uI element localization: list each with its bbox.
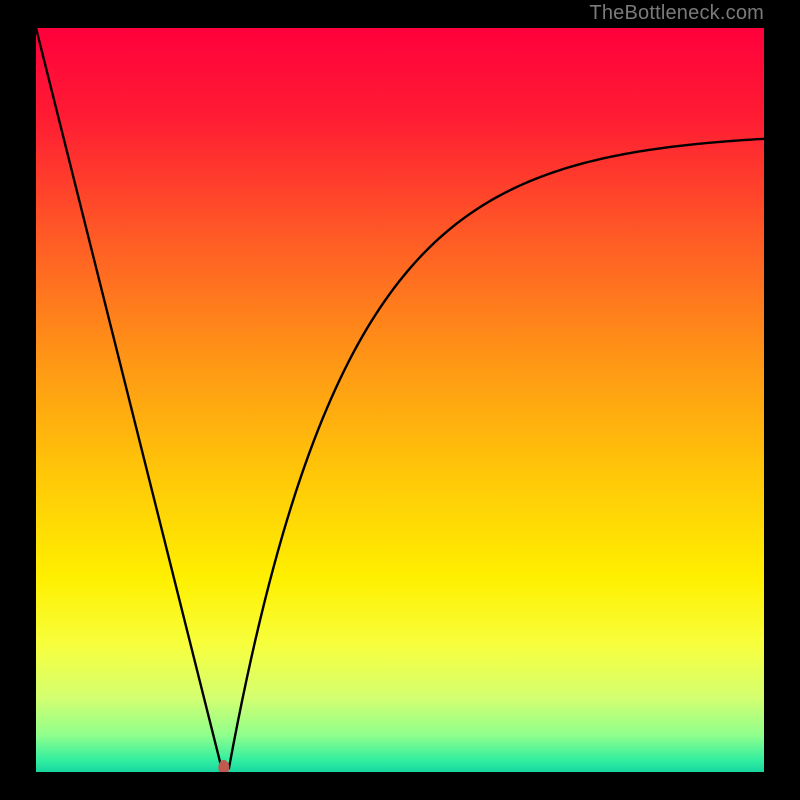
- plot-heat-background: [36, 28, 764, 772]
- chart-stage: TheBottleneck.com: [0, 0, 800, 800]
- watermark-text: TheBottleneck.com: [589, 2, 764, 25]
- bottleneck-curve-plot: [36, 28, 764, 772]
